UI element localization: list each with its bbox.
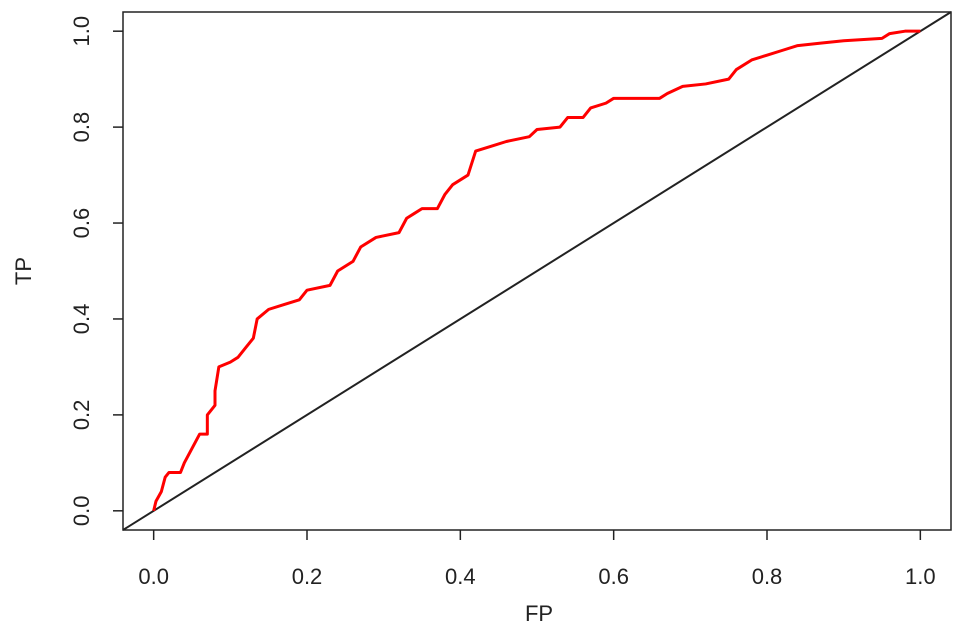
y-tick-label: 0.8	[69, 112, 94, 143]
y-axis-title: TP	[11, 257, 36, 285]
diagonal-line	[122, 11, 952, 531]
x-tick-label: 1.0	[905, 564, 936, 589]
y-tick-label: 0.0	[69, 496, 94, 527]
y-tick-label: 0.2	[69, 400, 94, 431]
x-tick-label: 0.0	[138, 564, 169, 589]
x-axis-title: FP	[525, 601, 553, 626]
x-tick-label: 0.8	[752, 564, 783, 589]
y-tick-label: 0.6	[69, 208, 94, 239]
roc-curve	[152, 29, 921, 512]
x-tick-label: 0.6	[598, 564, 629, 589]
plot-frame	[122, 11, 952, 531]
x-tick-label: 0.4	[445, 564, 476, 589]
x-tick-label: 0.2	[292, 564, 323, 589]
y-tick-label: 1.0	[69, 16, 94, 47]
y-tick-label: 0.4	[69, 304, 94, 335]
